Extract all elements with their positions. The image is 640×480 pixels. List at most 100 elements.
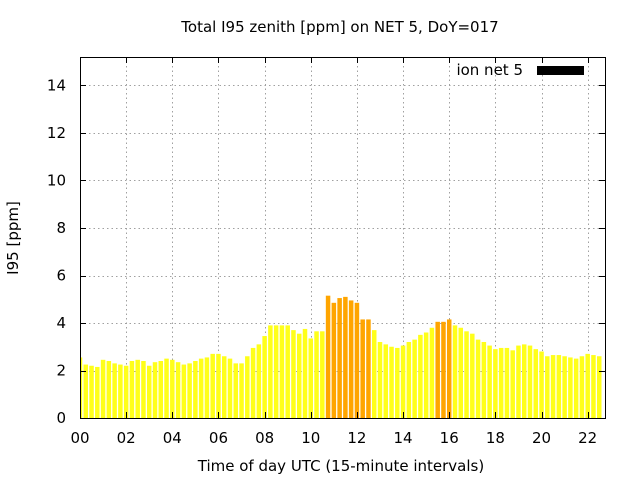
bar [418, 334, 423, 418]
x-tick-label: 22 [578, 429, 597, 447]
bar [562, 356, 567, 418]
bars [81, 295, 602, 418]
bar [233, 363, 239, 418]
bar [123, 365, 129, 418]
bar [441, 321, 446, 418]
bar [239, 363, 244, 418]
bar [325, 295, 331, 418]
bar [118, 364, 123, 418]
bar [221, 356, 227, 418]
bar [383, 344, 389, 418]
legend-swatch [537, 66, 584, 75]
bar [320, 331, 325, 418]
bar [89, 365, 94, 418]
bar [475, 339, 481, 418]
bar [591, 355, 596, 418]
bar [296, 333, 302, 418]
bar [585, 353, 590, 418]
x-tick-label: 08 [255, 429, 274, 447]
bar [366, 319, 371, 418]
x-tick-label: 00 [70, 429, 89, 447]
bar [262, 336, 267, 418]
bar [331, 302, 337, 418]
x-tick-label: 18 [486, 429, 505, 447]
y-tick-label: 10 [47, 172, 66, 190]
bar [227, 358, 233, 418]
bar [596, 356, 602, 418]
bar [458, 327, 464, 418]
x-axis-label: Time of day UTC (15-minute intervals) [197, 457, 484, 475]
bar [268, 325, 273, 418]
bar [210, 353, 215, 418]
bar [106, 361, 112, 418]
bar [406, 342, 412, 418]
bar [412, 339, 417, 418]
bar [498, 347, 504, 418]
x-tick-label: 06 [209, 429, 228, 447]
bar [291, 330, 296, 418]
y-tick-label: 2 [56, 362, 66, 380]
bar [579, 356, 585, 418]
bar [423, 332, 429, 418]
bar [452, 325, 458, 418]
bar [504, 347, 510, 418]
bar [539, 351, 544, 418]
bar [400, 345, 406, 418]
bar [100, 359, 106, 418]
bar [204, 357, 210, 418]
bar [354, 302, 360, 418]
y-axis-label: I95 [ppm] [4, 201, 22, 275]
bar [308, 338, 314, 418]
bar [395, 347, 400, 418]
bar [146, 365, 152, 418]
bar [158, 361, 164, 418]
bar [573, 358, 579, 418]
y-tick-label: 12 [47, 124, 66, 142]
bar [81, 357, 83, 418]
y-tick-label: 6 [56, 267, 66, 285]
bar [533, 349, 539, 418]
bar [152, 362, 158, 418]
bar [273, 325, 279, 418]
x-tick-label: 10 [301, 429, 320, 447]
legend-label: ion net 5 [456, 61, 523, 79]
bar [129, 361, 135, 418]
x-tick-label: 12 [347, 429, 366, 447]
bar [435, 321, 440, 418]
bar [556, 355, 562, 418]
bar [337, 298, 342, 418]
y-tick-label: 14 [47, 77, 66, 95]
grid [80, 57, 605, 418]
x-tick-label: 16 [440, 429, 459, 447]
bar [481, 342, 487, 418]
bar [510, 350, 515, 418]
bar [470, 333, 475, 418]
bar [302, 328, 308, 418]
bar [360, 319, 365, 418]
x-tick-label: 14 [394, 429, 413, 447]
bar [170, 359, 175, 418]
plot-frame [80, 57, 606, 419]
bar [550, 355, 556, 418]
bar [429, 327, 435, 418]
bar [527, 345, 533, 418]
bar [187, 363, 192, 418]
bar [279, 325, 285, 418]
bar [175, 362, 181, 418]
bar [545, 356, 550, 418]
bar [216, 353, 221, 418]
y-tick-label: 4 [56, 314, 66, 332]
y-tick-label: 0 [56, 409, 66, 427]
bar [250, 347, 256, 418]
bar [245, 356, 250, 418]
bar [487, 345, 492, 418]
bar [198, 358, 204, 418]
x-tick-label: 04 [163, 429, 182, 447]
chart-title: Total I95 zenith [ppm] on NET 5, DoY=017 [180, 18, 498, 36]
bar [348, 300, 354, 418]
bar [181, 364, 187, 418]
x-tick-label: 02 [117, 429, 136, 447]
bar [164, 358, 169, 418]
bar [516, 345, 521, 418]
